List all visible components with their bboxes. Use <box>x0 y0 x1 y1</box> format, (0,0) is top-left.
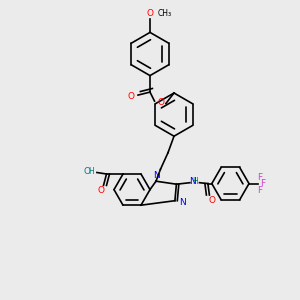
Text: N: N <box>153 171 159 180</box>
Text: O: O <box>128 92 135 101</box>
Text: CH₃: CH₃ <box>158 9 172 18</box>
Text: O: O <box>146 9 154 18</box>
Text: F: F <box>257 186 262 195</box>
Text: F: F <box>260 179 266 188</box>
Text: O: O <box>157 98 164 107</box>
Text: N: N <box>179 198 186 207</box>
Text: O: O <box>97 186 104 195</box>
Text: H: H <box>88 167 94 176</box>
Text: O: O <box>209 196 216 205</box>
Text: N: N <box>189 177 195 186</box>
Text: H: H <box>192 177 198 186</box>
Text: O: O <box>84 167 91 176</box>
Text: F: F <box>257 172 262 182</box>
